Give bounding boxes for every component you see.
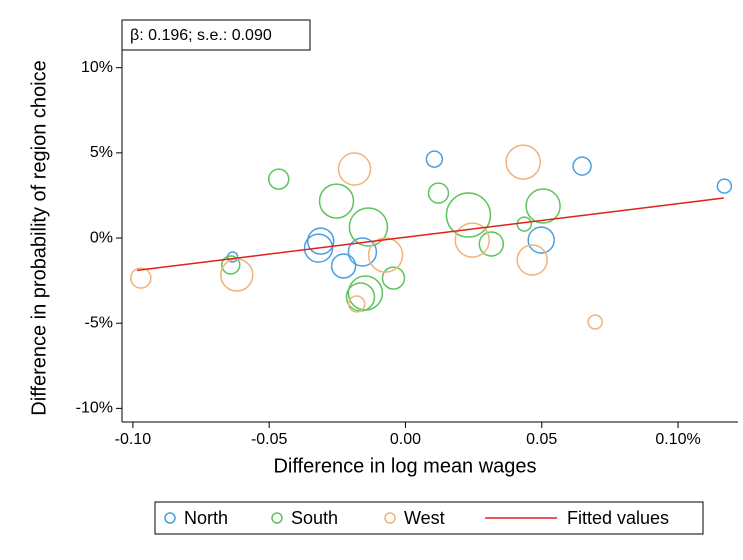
bubble	[330, 253, 357, 279]
bubble	[572, 156, 592, 176]
y-tick-label: -5%	[85, 314, 113, 331]
x-tick-label: -0.10	[115, 431, 152, 448]
bubble	[267, 168, 290, 190]
y-tick-label: -10%	[76, 400, 113, 417]
legend-label: West	[404, 508, 445, 528]
bubble	[478, 231, 505, 257]
bubble	[427, 182, 450, 204]
bubble	[220, 258, 254, 292]
x-tick-label: 0.05	[526, 431, 557, 448]
bubble	[527, 226, 555, 254]
fitted-line	[136, 197, 724, 272]
legend-marker	[384, 512, 396, 524]
bubble	[318, 183, 355, 219]
bubble	[516, 244, 548, 276]
legend	[154, 501, 704, 535]
legend-label: North	[184, 508, 228, 528]
bubble	[348, 207, 389, 247]
bubble	[347, 237, 378, 267]
bubble	[587, 314, 603, 330]
bubble	[454, 222, 490, 258]
y-axis-title: Difference in probability of region choi…	[28, 60, 50, 415]
legend-label: South	[291, 508, 338, 528]
y-tick-label: 5%	[90, 144, 113, 161]
annotation: β: 0.196; s.e.: 0.090	[130, 27, 272, 44]
bubble	[303, 233, 334, 263]
legend-marker	[164, 512, 176, 524]
bubble	[381, 266, 406, 290]
bubble	[716, 178, 733, 194]
bubble	[337, 152, 372, 186]
bubble	[221, 255, 241, 275]
y-tick-label: 0%	[90, 229, 113, 246]
legend-marker	[271, 512, 283, 524]
legend-label: Fitted values	[567, 508, 669, 528]
bubble	[445, 192, 492, 238]
bubble	[130, 267, 152, 289]
bubble	[347, 295, 366, 313]
bubble	[367, 237, 404, 273]
x-axis-title: Difference in log mean wages	[273, 455, 536, 477]
bubble	[505, 144, 541, 180]
bubble	[425, 150, 444, 168]
y-tick-label: 10%	[81, 59, 113, 76]
annotation-box	[121, 19, 311, 51]
x-tick-label: 0.10%	[655, 431, 700, 448]
bubble	[525, 188, 561, 224]
x-tick-label: 0.00	[390, 431, 421, 448]
bubble	[306, 227, 335, 255]
x-tick-label: -0.05	[251, 431, 288, 448]
